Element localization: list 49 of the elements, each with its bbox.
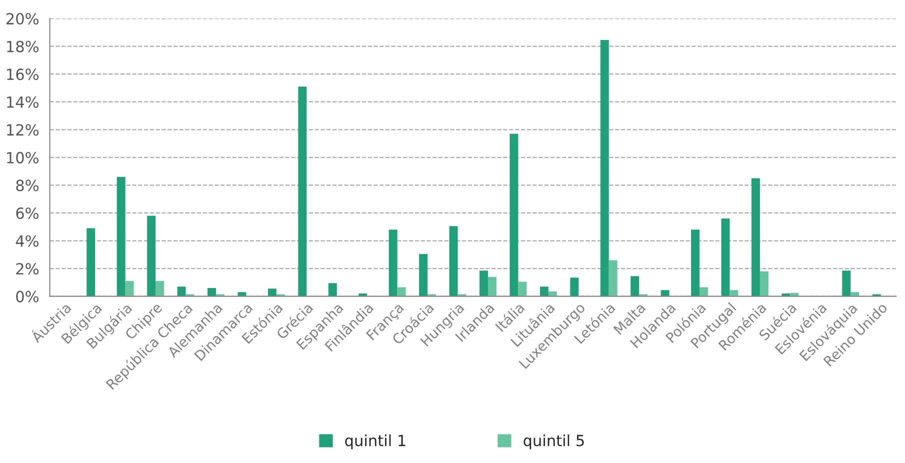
bar [548,291,557,296]
bar [208,288,216,296]
bar [760,271,768,296]
y-tick-label: 6% [16,207,39,219]
y-tick-label: 16% [7,68,39,80]
bar [600,40,609,296]
y-tick-label: 14% [7,96,39,108]
bar [268,288,276,296]
bar [518,282,527,296]
bar [397,287,406,296]
bar [721,218,730,296]
bar [177,286,186,296]
bar [116,176,126,296]
bar [488,276,496,296]
y-tick-label: 2% [16,263,39,275]
bar [358,294,368,296]
bar [510,134,518,296]
bar [751,178,760,296]
y-tick-label: 18% [7,40,39,52]
y-tick-label: 4% [16,235,39,247]
bar [125,281,134,296]
y-tick-label: 12% [7,124,39,136]
bar [238,292,246,296]
bar [419,254,428,296]
bar [850,292,860,296]
bar [570,278,579,296]
y-tick-label: 20% [6,12,39,25]
bar [480,270,488,296]
bar [388,230,398,296]
bar [700,287,708,296]
bar [147,216,156,296]
legend-label: quintil 1 [345,434,406,450]
bar [842,270,851,296]
bar [630,276,640,296]
bar [691,230,700,296]
bar [449,226,458,296]
bar [540,286,548,296]
bar [298,86,307,296]
bar [328,283,337,296]
bar [660,290,670,296]
bar [156,281,164,296]
y-tick-label: 8% [16,180,39,192]
bar [730,290,738,296]
y-tick-label: 10% [7,152,39,164]
legend-label: quintil 5 [524,434,584,450]
bar [608,260,618,296]
bar [782,294,790,296]
y-tick-label: 0% [16,290,39,302]
bar [86,228,96,296]
